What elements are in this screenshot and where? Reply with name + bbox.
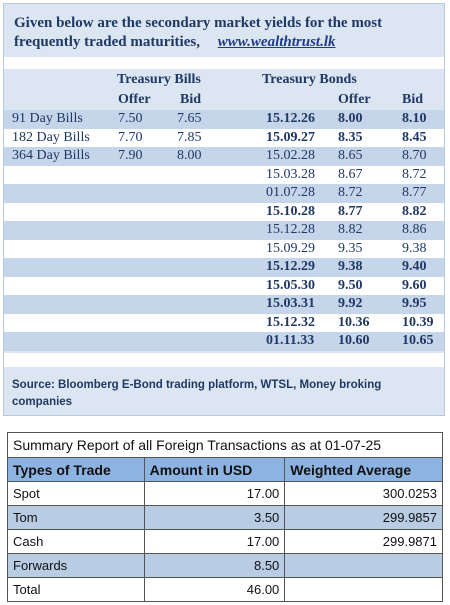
trade-weighted-average [284, 553, 443, 578]
source-note: Source: Bloomberg E-Bond trading platfor… [12, 379, 382, 408]
yield-row: 91 Day Bills 7.50 7.65 15.12.26 8.00 8.10 [4, 110, 444, 129]
bond-maturity-date: 15.12.26 [266, 111, 315, 126]
trade-amount: 17.00 [143, 529, 286, 554]
yield-row: 15.09.29 9.35 9.38 [4, 239, 444, 258]
yield-row: 15.12.29 9.38 9.40 [4, 258, 444, 277]
table-row: Forwards 8.50 [7, 553, 443, 578]
bond-bid: 10.39 [402, 314, 434, 330]
bonds-bid-header: Bid [402, 92, 424, 107]
bill-offer: 7.50 [118, 111, 143, 126]
bond-bid: 8.70 [402, 148, 427, 163]
bond-maturity-date: 15.10.28 [266, 203, 315, 219]
bond-offer: 8.35 [338, 129, 363, 145]
bill-bid: 7.65 [177, 111, 202, 126]
trade-weighted-average [284, 577, 443, 602]
bond-offer: 9.50 [338, 277, 363, 293]
foreign-transactions-title: Summary Report of all Foreign Transactio… [7, 432, 443, 458]
bond-bid: 8.45 [402, 129, 427, 145]
wealthtrust-link[interactable]: www.wealthtrust.lk [217, 34, 336, 50]
bond-offer: 10.60 [338, 333, 370, 348]
table-row: Cash 17.00 299.9871 [7, 529, 443, 554]
trade-type: Total [7, 577, 145, 602]
yield-row: 15.03.28 8.67 8.72 [4, 165, 444, 184]
bond-maturity-date: 15.12.28 [266, 222, 315, 237]
trade-weighted-average: 299.9857 [284, 505, 443, 530]
bond-maturity-date: 15.02.28 [266, 148, 315, 163]
yield-row: 182 Day Bills 7.70 7.85 15.09.27 8.35 8.45 [4, 128, 444, 147]
bond-bid: 9.60 [402, 277, 427, 293]
bill-bid: 8.00 [177, 148, 202, 163]
yield-row: 15.03.31 9.92 9.95 [4, 295, 444, 314]
bond-offer: 8.00 [338, 111, 363, 126]
secondary-market-yields-panel: Given below are the secondary market yie… [3, 3, 445, 416]
bond-maturity-date: 15.12.32 [266, 314, 315, 330]
bond-offer: 8.72 [338, 185, 363, 200]
bond-bid: 9.38 [402, 240, 427, 256]
intro-text: Given below are the secondary market yie… [14, 14, 434, 52]
bill-label: 182 Day Bills [12, 129, 90, 145]
trade-type: Spot [7, 481, 145, 506]
bond-maturity-date: 15.03.28 [266, 166, 315, 182]
trade-amount: 3.50 [143, 505, 286, 530]
treasury-bonds-header: Treasury Bonds [262, 72, 357, 87]
column-header-weighted-average: Weighted Average [284, 457, 443, 482]
yield-row: 15.12.28 8.82 8.86 [4, 221, 444, 240]
bond-offer: 8.77 [338, 203, 363, 219]
yield-row: 01.11.33 10.60 10.65 [4, 332, 444, 351]
spacer-band [4, 57, 444, 69]
bond-maturity-date: 15.09.29 [266, 240, 315, 256]
bill-label: 91 Day Bills [12, 111, 83, 126]
bond-offer: 9.92 [338, 296, 363, 311]
table-row: Total 46.00 [7, 577, 443, 602]
trade-type: Forwards [7, 553, 145, 578]
bond-offer: 8.82 [338, 222, 363, 237]
bill-offer: 7.70 [118, 129, 143, 145]
trade-amount: 8.50 [143, 553, 286, 578]
yield-row: 15.12.32 10.36 10.39 [4, 313, 444, 332]
bond-bid: 8.82 [402, 203, 427, 219]
trade-amount: 46.00 [143, 577, 286, 602]
yield-row: 01.07.28 8.72 8.77 [4, 184, 444, 203]
table-row: Spot 17.00 300.0253 [7, 481, 443, 506]
bond-bid: 8.10 [402, 111, 427, 126]
trade-weighted-average: 299.9871 [284, 529, 443, 554]
bond-offer: 8.67 [338, 166, 363, 182]
bond-offer: 8.65 [338, 148, 363, 163]
bond-bid: 8.77 [402, 185, 427, 200]
spacer-band-bottom [4, 353, 444, 367]
column-header-type: Types of Trade [7, 457, 145, 482]
trade-type: Tom [7, 505, 145, 530]
bond-bid: 9.40 [402, 259, 427, 274]
bond-offer: 9.38 [338, 259, 363, 274]
bills-offer-header: Offer [118, 92, 151, 107]
treasury-bills-header: Treasury Bills [117, 72, 201, 87]
intro-description: Given below are the secondary market yie… [14, 15, 383, 50]
bond-offer: 9.35 [338, 240, 363, 256]
bonds-offer-header: Offer [338, 92, 371, 107]
bond-maturity-date: 01.07.28 [266, 185, 315, 200]
trade-amount: 17.00 [143, 481, 286, 506]
trade-weighted-average: 300.0253 [284, 481, 443, 506]
yield-row: 15.10.28 8.77 8.82 [4, 202, 444, 221]
bond-maturity-date: 15.12.29 [266, 259, 315, 274]
column-header-amount: Amount in USD [143, 457, 286, 482]
bond-bid: 10.65 [402, 333, 434, 348]
bond-bid: 8.86 [402, 222, 427, 237]
bond-maturity-date: 15.09.27 [266, 129, 315, 145]
bond-bid: 9.95 [402, 296, 427, 311]
bill-bid: 7.85 [177, 129, 202, 145]
trade-type: Cash [7, 529, 145, 554]
yield-row: 15.05.30 9.50 9.60 [4, 276, 444, 295]
bond-maturity-date: 15.03.31 [266, 296, 315, 311]
foreign-transactions-table: Summary Report of all Foreign Transactio… [7, 432, 443, 602]
bill-label: 364 Day Bills [12, 148, 90, 163]
bill-offer: 7.90 [118, 148, 143, 163]
bond-offer: 10.36 [338, 314, 370, 330]
bond-maturity-date: 01.11.33 [266, 333, 315, 348]
yield-row: 364 Day Bills 7.90 8.00 15.02.28 8.65 8.70 [4, 147, 444, 166]
bond-maturity-date: 15.05.30 [266, 277, 315, 293]
bills-bid-header: Bid [180, 92, 202, 107]
bond-bid: 8.72 [402, 166, 427, 182]
table-row: Tom 3.50 299.9857 [7, 505, 443, 530]
